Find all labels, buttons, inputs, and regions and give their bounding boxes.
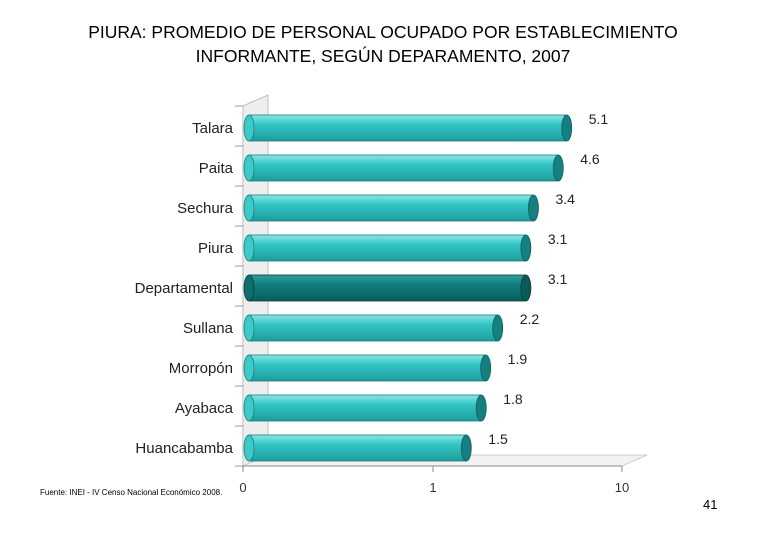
category-label: Departamental: [135, 280, 233, 297]
bar-end-cap: [561, 114, 573, 142]
bar-end-cap: [520, 274, 532, 302]
category-label: Sechura: [177, 200, 234, 217]
bar-end-cap: [520, 234, 532, 262]
bar-body: [248, 194, 534, 222]
page-number: 41: [703, 497, 718, 512]
bar-start-cap: [243, 114, 255, 142]
category-label: Paita: [199, 160, 234, 177]
bar-body: [248, 354, 487, 382]
bar-huancabamba: [243, 434, 472, 462]
value-label: 1.5: [488, 431, 508, 447]
value-label: 1.9: [508, 351, 528, 367]
bar-start-cap: [243, 354, 255, 382]
bar-body: [248, 274, 527, 302]
bar-end-cap: [475, 394, 487, 422]
category-label: Talara: [192, 120, 234, 137]
bar-body: [248, 114, 568, 142]
bar-talara: [243, 114, 573, 142]
bar-start-cap: [243, 394, 255, 422]
bar-paita: [243, 154, 564, 182]
bar-morrop-n: [243, 354, 492, 382]
bar-end-cap: [492, 314, 504, 342]
bar-start-cap: [243, 434, 255, 462]
x-tick-label: 1: [429, 480, 436, 495]
value-label: 3.4: [555, 191, 575, 207]
source-note: Fuente: INEI - IV Censo Nacional Económi…: [40, 488, 223, 497]
bar-body: [248, 234, 527, 262]
category-label: Piura: [198, 240, 234, 257]
bar-departamental: [243, 274, 532, 302]
category-label: Sullana: [183, 320, 234, 337]
category-label: Huancabamba: [135, 440, 233, 457]
chart-title: PIURA: PROMEDIO DE PERSONAL OCUPADO POR …: [0, 20, 766, 68]
category-label: Morropón: [169, 360, 233, 377]
bar-start-cap: [243, 314, 255, 342]
bar-body: [248, 434, 467, 462]
bar-end-cap: [528, 194, 539, 222]
chart-bars: [243, 114, 573, 462]
bar-ayabaca: [243, 394, 487, 422]
bar-body: [248, 314, 499, 342]
x-tick-label: 10: [615, 480, 629, 495]
value-label: 1.8: [503, 391, 523, 407]
value-label: 4.6: [580, 151, 600, 167]
chart-labels: Talara 5.1 Paita 4.6 Sechura 3.4 Piura 3.1 Depar…: [135, 111, 609, 457]
bar-end-cap: [480, 354, 492, 382]
x-tick-label: 0: [239, 480, 246, 495]
bar-sullana: [243, 314, 504, 342]
value-label: 5.1: [589, 111, 609, 127]
value-label: 3.1: [548, 271, 568, 287]
bar-start-cap: [243, 234, 255, 262]
bar-sechura: [243, 194, 539, 222]
bar-start-cap: [243, 194, 255, 222]
value-label: 2.2: [520, 311, 540, 327]
bar-end-cap: [552, 154, 564, 182]
bar-start-cap: [243, 274, 255, 302]
bar-end-cap: [460, 434, 472, 462]
chart-title-line-1: PIURA: PROMEDIO DE PERSONAL OCUPADO POR …: [88, 22, 678, 42]
bar-body: [248, 154, 559, 182]
category-label: Ayabaca: [175, 400, 234, 417]
bar-body: [248, 394, 482, 422]
chart-title-line-2: INFORMANTE, SEGÚN DEPARAMENTO, 2007: [195, 46, 571, 66]
bar-piura: [243, 234, 532, 262]
value-label: 3.1: [548, 231, 568, 247]
bar-start-cap: [243, 154, 255, 182]
